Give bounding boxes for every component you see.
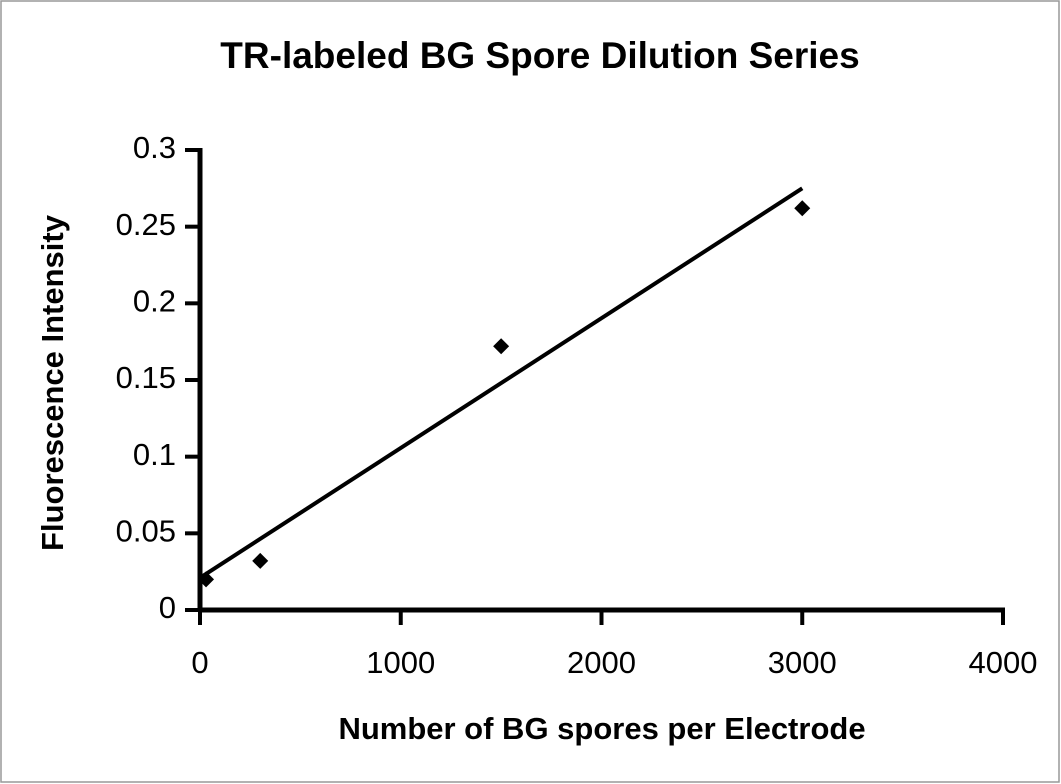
- point: [493, 338, 510, 355]
- x-tick-label: 1000: [366, 645, 435, 680]
- x-tick-label: 4000: [969, 645, 1038, 680]
- trend-line: [198, 186, 804, 580]
- x-tick-label: 3000: [768, 645, 837, 680]
- y-tick-label: 0.3: [133, 130, 176, 165]
- y-tick-label: 0.1: [133, 437, 176, 472]
- y-tick-label: 0.2: [133, 284, 176, 319]
- y-axis-label: Fluorescence Intensity: [35, 214, 70, 551]
- y-tick-label: 0: [159, 590, 176, 625]
- x-tick-label: 2000: [567, 645, 636, 680]
- x-tick-label: 0: [191, 645, 208, 680]
- y-tick-label: 0.25: [116, 207, 176, 242]
- point: [794, 200, 811, 217]
- x-axis-label: Number of BG spores per Electrode: [338, 711, 865, 746]
- chart-title: TR-labeled BG Spore Dilution Series: [220, 35, 859, 76]
- point: [252, 552, 269, 569]
- y-tick-label: 0.15: [116, 360, 176, 395]
- point: [198, 571, 215, 588]
- y-tick-label: 0.05: [116, 514, 176, 549]
